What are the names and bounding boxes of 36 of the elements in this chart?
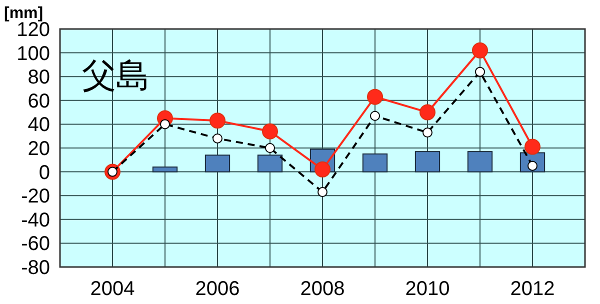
bar xyxy=(204,154,230,172)
bar xyxy=(152,166,178,172)
y-tick-label: 0 xyxy=(38,162,50,184)
point xyxy=(314,161,330,178)
point xyxy=(420,104,436,120)
y-tick-label: 20 xyxy=(28,138,50,160)
point xyxy=(210,112,226,129)
x-tick-label: 2012 xyxy=(510,278,555,300)
y-tick-label: -20 xyxy=(21,186,50,208)
point xyxy=(475,66,485,77)
x-tick-label: 2010 xyxy=(405,278,450,300)
x-tick-label: 2004 xyxy=(90,278,135,300)
y-tick-label: 80 xyxy=(28,66,50,89)
point xyxy=(318,187,328,198)
y-tick-label: -80 xyxy=(21,257,50,279)
point xyxy=(367,88,383,105)
y-tick-label: 100 xyxy=(16,42,50,65)
bar xyxy=(467,151,493,172)
y-tick-label: 40 xyxy=(28,114,50,136)
point xyxy=(524,138,540,155)
y-tick-label: -60 xyxy=(21,233,50,256)
bar xyxy=(414,151,440,172)
point xyxy=(472,42,488,58)
point xyxy=(212,133,222,144)
y-axis-title: [mm] xyxy=(4,5,44,22)
y-tick-label: -40 xyxy=(21,209,50,232)
point xyxy=(370,110,380,121)
y-tick-label: 60 xyxy=(28,90,50,112)
point xyxy=(262,123,278,140)
x-tick-label: 2006 xyxy=(195,278,240,300)
bar xyxy=(257,154,283,172)
point xyxy=(265,143,275,153)
point xyxy=(422,128,432,138)
bar xyxy=(362,153,388,172)
x-tick-label: 2008 xyxy=(300,278,345,300)
point xyxy=(160,119,170,130)
